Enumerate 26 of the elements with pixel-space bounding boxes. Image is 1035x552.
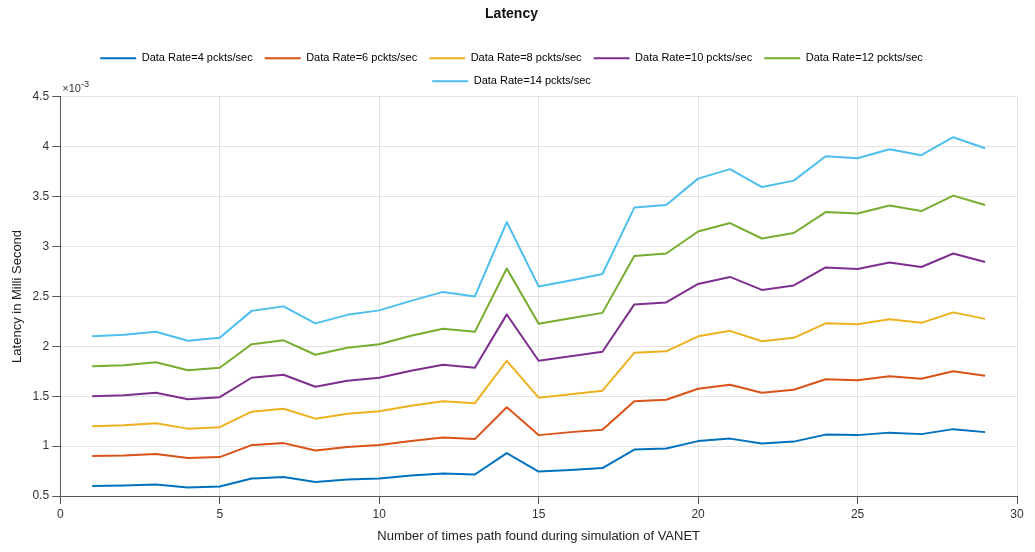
y-tick-label: 3 — [42, 238, 50, 253]
legend-label: Data Rate=6 pckts/sec — [306, 51, 418, 64]
y-tick-label: 2 — [42, 338, 50, 353]
legend-label: Data Rate=4 pckts/sec — [141, 51, 254, 64]
x-tick-label: 15 — [531, 506, 546, 521]
text: ×10$^{-3}$ — [62, 78, 90, 94]
x-tick-label: 0 — [56, 506, 64, 521]
y-tick-label: 4.5 — [32, 89, 50, 104]
y-tick-label: 2.5 — [32, 288, 50, 303]
y-tick-label: 1.5 — [32, 388, 50, 403]
y-tick-label: 0.5 — [32, 488, 50, 503]
x-tick-label: 30 — [1010, 506, 1024, 521]
x-tick-label: 20 — [691, 506, 706, 521]
legend-label: Data Rate=10 pckts/sec — [635, 51, 753, 64]
x-axis-title: Number of times path found during simulation of VANET — [377, 527, 701, 543]
y-tick-label: 4 — [42, 139, 50, 154]
x-tick-label: 25 — [850, 506, 865, 521]
legend-label: Data Rate=8 pckts/sec — [470, 51, 583, 64]
legend-label: Data Rate=14 pckts/sec — [473, 74, 592, 87]
y-tick-label: 1 — [42, 438, 50, 453]
x-tick-label: 5 — [216, 506, 224, 521]
chart-title: Latency — [485, 5, 539, 22]
y-axis-title: Latency in Milli Second — [9, 229, 25, 363]
y-tick-label: 3.5 — [32, 188, 50, 203]
x-tick-label: 10 — [372, 506, 387, 521]
legend-label: Data Rate=12 pckts/sec — [805, 51, 924, 64]
